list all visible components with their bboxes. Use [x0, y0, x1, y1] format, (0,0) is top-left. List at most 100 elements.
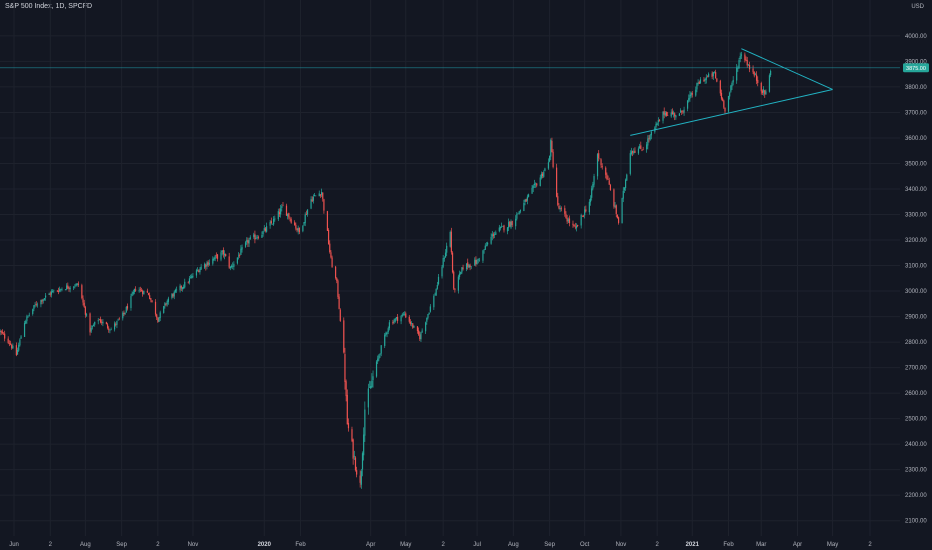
candle-body [393, 320, 395, 323]
candle-body [547, 162, 550, 169]
time-tick-label: Sep [544, 542, 555, 548]
time-tick-label: Nov [616, 542, 627, 548]
candle-body [147, 293, 150, 295]
candle-body [640, 145, 642, 149]
candle-body [338, 296, 340, 309]
candle-body [667, 115, 669, 116]
candle-body [372, 376, 374, 381]
candle-body [737, 67, 739, 69]
candle-body [56, 290, 58, 292]
time-axis[interactable]: Jun 2 Aug Sep 2 Nov 2020 Feb Apr May 2 Jul Aug Sep Oct… [9, 542, 872, 548]
candle-body [225, 254, 227, 257]
candle-body [736, 67, 738, 81]
candle-body [402, 313, 405, 315]
candle-body [453, 271, 455, 289]
candle-body [232, 266, 234, 267]
candle-body [215, 254, 217, 256]
candle-body [585, 209, 587, 212]
candle-body [289, 218, 291, 219]
candle-body [647, 138, 649, 146]
candle-body [468, 264, 470, 268]
candle-body [450, 231, 452, 253]
candle-body [60, 289, 62, 290]
trendline-lower[interactable] [630, 88, 833, 136]
candle-body [90, 327, 92, 332]
candle-body [558, 205, 560, 209]
price-axis[interactable]: 2100.00 2200.00 2300.00 2400.00 2500.00 2600.… [905, 34, 927, 525]
candle-body [494, 234, 496, 236]
candle-body [146, 290, 148, 293]
candle-body [126, 306, 129, 309]
candle-body [108, 328, 110, 330]
candle-body [159, 312, 161, 319]
candle-body [658, 120, 661, 122]
candle-body [639, 146, 641, 149]
time-tick-label: 2 [442, 542, 446, 548]
candle-body [312, 197, 314, 201]
candle-body [577, 225, 579, 226]
candle-body [416, 326, 419, 332]
candle-body [762, 89, 765, 93]
candle-body [483, 249, 485, 251]
candle-body [378, 355, 380, 360]
candle-body [344, 354, 346, 382]
time-tick-label: Nov [188, 542, 199, 548]
candle-body [241, 247, 243, 250]
candle-body [311, 199, 313, 202]
candle-body [510, 221, 512, 228]
candle-body [609, 184, 612, 191]
candle-body [352, 439, 354, 459]
candle-body [165, 303, 167, 305]
candle-body [207, 261, 209, 266]
candle-body [465, 263, 468, 270]
candle-body [339, 309, 341, 321]
candle-body [287, 213, 289, 217]
candle-body [262, 231, 264, 235]
currency-label: USD [911, 4, 924, 10]
candle-body [368, 387, 371, 388]
candle-body [400, 316, 402, 322]
candle-body [656, 123, 658, 126]
candle-body [461, 267, 463, 273]
candle-body [540, 173, 543, 178]
candle-body [755, 74, 758, 81]
candle-body [319, 194, 322, 196]
price-tick-label: 3000.00 [905, 289, 927, 295]
trendline-upper[interactable] [741, 48, 833, 90]
candle-body [678, 113, 680, 116]
candle-body [45, 295, 47, 298]
candle-body [511, 220, 513, 226]
candle-body [124, 312, 126, 315]
candle-body [48, 293, 50, 295]
candle-body [396, 316, 399, 321]
time-tick-label: 2 [868, 542, 872, 548]
candle-body [188, 278, 191, 283]
candle-body [599, 158, 601, 160]
price-tick-label: 2200.00 [905, 493, 927, 499]
candle-body [222, 249, 224, 255]
time-tick-label: 2 [656, 542, 660, 548]
candle-body [347, 423, 350, 429]
candle-body [329, 243, 331, 253]
candle-body [711, 73, 713, 77]
candle-body [395, 317, 398, 319]
candle-body [556, 167, 558, 197]
candle-body [518, 211, 520, 214]
candle-body [386, 332, 388, 334]
last-price-badge [903, 63, 929, 73]
candle-body [753, 71, 755, 76]
candle-body [672, 112, 675, 115]
candle-body [239, 255, 241, 257]
candle-body [670, 112, 672, 117]
candle-body [244, 242, 247, 247]
candle-body [288, 213, 290, 218]
candle-body [490, 236, 492, 244]
candle-body [648, 137, 650, 139]
candle-body [572, 223, 574, 225]
candle-body [274, 218, 276, 220]
candle-body [64, 289, 67, 291]
candle-body [541, 173, 544, 176]
trendlines[interactable] [630, 48, 833, 136]
time-tick-label: Sep [116, 542, 127, 548]
